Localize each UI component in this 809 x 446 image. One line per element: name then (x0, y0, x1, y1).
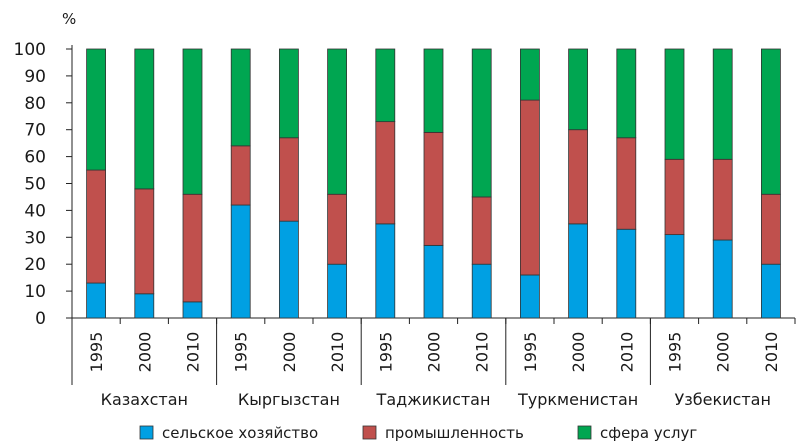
bar-segment-agriculture (86, 282, 106, 319)
unit-label: % (62, 10, 76, 28)
y-tick-label: 0 (35, 309, 46, 329)
bars-group (86, 48, 781, 319)
bar-segment-agriculture (182, 301, 203, 319)
legend: сельское хозяйство промышленность сфера ус… (139, 424, 697, 442)
bar-segment-agriculture (230, 204, 251, 319)
bar-segment-industry (520, 99, 540, 276)
group-label: Таджикистан (376, 390, 491, 409)
bar-segment-industry (278, 137, 299, 222)
x-tick-label: 1995 (521, 332, 540, 373)
bar-segment-industry (568, 129, 588, 225)
bar-segment-services (761, 48, 781, 195)
y-tick-label: 100 (14, 40, 46, 60)
x-tick-label: 2010 (617, 332, 636, 373)
y-axis: 0 10 20 30 40 50 60 70 80 90 100 (14, 40, 795, 385)
bar-segment-agriculture (520, 274, 540, 319)
legend-swatch (362, 425, 377, 440)
bar-segment-services (278, 48, 299, 139)
x-tick-label: 1995 (87, 332, 106, 373)
bar-segment-agriculture (568, 223, 588, 319)
group-label: Кыргызстан (238, 390, 340, 409)
legend-swatch (577, 425, 592, 440)
bar-segment-services (616, 48, 637, 139)
legend-label: сельское хозяйство (162, 424, 318, 442)
x-tick-label: 1995 (376, 332, 395, 373)
y-tick-label: 40 (24, 201, 46, 221)
bar-segment-industry (327, 193, 348, 265)
group-label: Туркменистан (517, 390, 638, 409)
y-tick-label: 10 (24, 282, 46, 302)
legend-label: промышленность (385, 424, 524, 442)
x-tick-label: 1995 (666, 332, 685, 373)
y-tick-label: 30 (24, 228, 46, 248)
bar-segment-industry (761, 193, 781, 265)
bar-segment-industry (182, 193, 203, 303)
bar-segment-services (471, 48, 492, 198)
bar-segment-industry (471, 196, 492, 265)
bar-segment-agriculture (616, 228, 637, 319)
x-axis: 1995 2000 2010 Казахстан 1995 2000 2010 Кыргызс… (87, 318, 796, 409)
bar-segment-services (520, 48, 540, 101)
x-tick-label: 2000 (280, 332, 299, 373)
legend-label: сфера услуг (600, 424, 697, 442)
bar-segment-agriculture (375, 223, 396, 319)
x-tick-label: 2010 (473, 332, 492, 373)
bar-segment-services (86, 48, 106, 171)
bar-segment-agriculture (471, 263, 492, 319)
y-tick-label: 90 (24, 67, 46, 87)
x-tick-label: 2000 (135, 332, 154, 373)
bar-segment-agriculture (134, 293, 155, 319)
bar-segment-industry (423, 131, 444, 246)
legend-swatch (139, 425, 154, 440)
bar-segment-industry (375, 121, 396, 225)
bar-segment-industry (664, 158, 685, 236)
y-tick-label: 50 (24, 175, 46, 195)
group-label: Узбекистан (674, 390, 770, 409)
bar-segment-services (664, 48, 685, 160)
x-tick-label: 2000 (569, 332, 588, 373)
bar-segment-services (423, 48, 444, 133)
x-tick-label: 2010 (328, 332, 347, 373)
bar-segment-agriculture (327, 263, 348, 319)
bar-segment-industry (230, 145, 251, 206)
x-tick-label: 2010 (184, 332, 203, 373)
bar-segment-industry (86, 169, 106, 284)
bar-segment-agriculture (664, 234, 685, 319)
bar-segment-services (712, 48, 733, 160)
bar-segment-agriculture (712, 239, 733, 319)
bar-segment-agriculture (278, 220, 299, 319)
bar-segment-agriculture (761, 263, 781, 319)
y-tick-label: 20 (24, 255, 46, 275)
bar-segment-services (230, 48, 251, 147)
bar-segment-industry (616, 137, 637, 230)
bar-segment-industry (134, 188, 155, 295)
y-tick-label: 60 (24, 148, 46, 168)
bar-segment-agriculture (423, 244, 444, 319)
x-tick-label: 1995 (232, 332, 251, 373)
y-tick-label: 70 (24, 121, 46, 141)
y-tick-label: 80 (24, 94, 46, 114)
bar-segment-services (375, 48, 396, 123)
bar-segment-industry (712, 158, 733, 241)
bar-segment-services (327, 48, 348, 195)
bar-segment-services (182, 48, 203, 195)
bar-segment-services (568, 48, 588, 131)
x-tick-label: 2000 (425, 332, 444, 373)
bar-segment-services (134, 48, 155, 190)
x-tick-label: 2010 (762, 332, 781, 373)
group-label: Казахстан (101, 390, 188, 409)
x-tick-label: 2000 (714, 332, 733, 373)
